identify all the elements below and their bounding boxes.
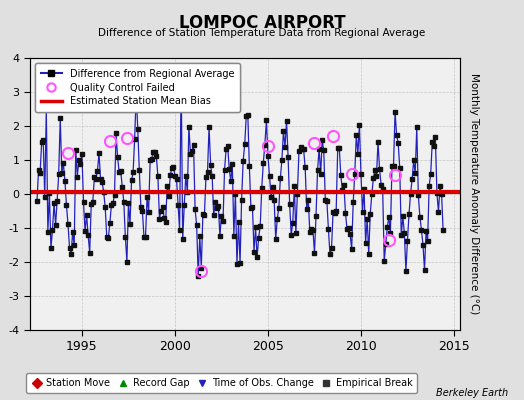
Legend: Station Move, Record Gap, Time of Obs. Change, Empirical Break: Station Move, Record Gap, Time of Obs. C… xyxy=(26,374,418,393)
Text: LOMPOC AIRPORT: LOMPOC AIRPORT xyxy=(179,14,345,32)
Text: Berkeley Earth: Berkeley Earth xyxy=(436,388,508,398)
Legend: Difference from Regional Average, Quality Control Failed, Estimated Station Mean: Difference from Regional Average, Qualit… xyxy=(35,63,240,112)
Text: Difference of Station Temperature Data from Regional Average: Difference of Station Temperature Data f… xyxy=(99,28,425,38)
Y-axis label: Monthly Temperature Anomaly Difference (°C): Monthly Temperature Anomaly Difference (… xyxy=(469,73,479,315)
